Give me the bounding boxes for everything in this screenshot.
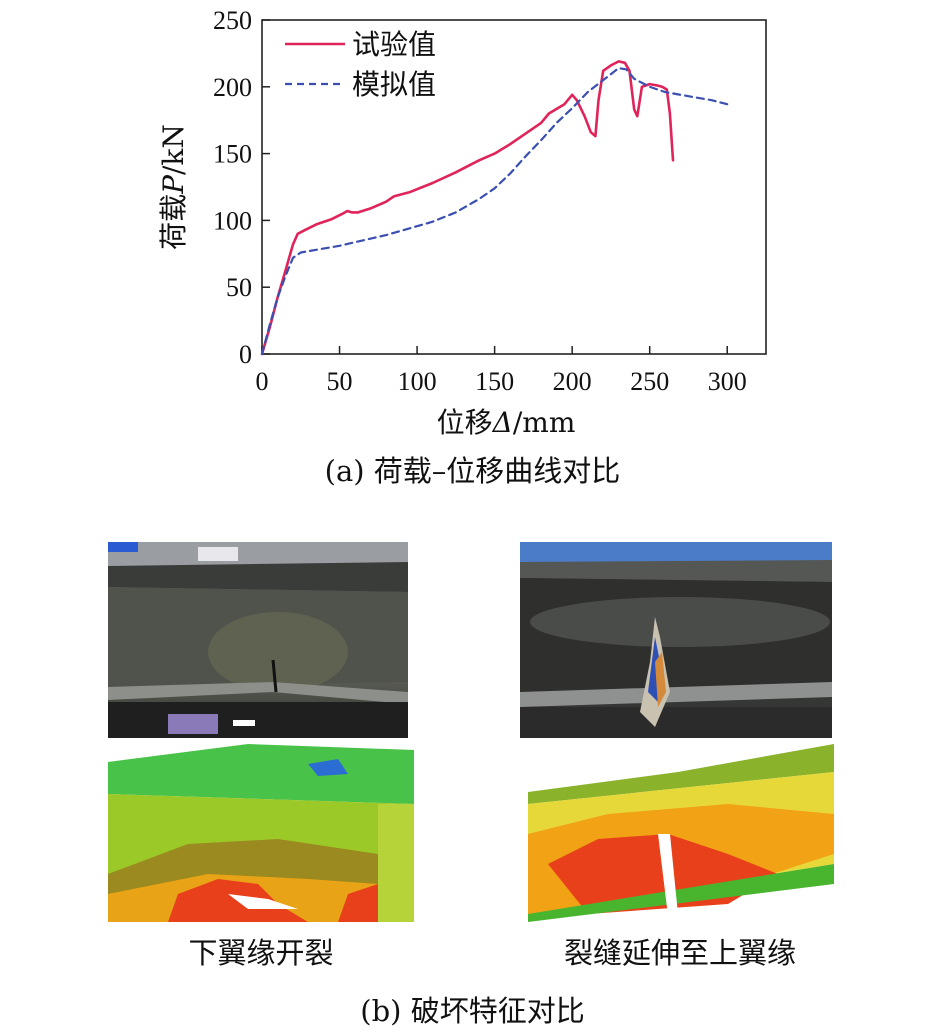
right-photo-caption: 裂缝延伸至上翼缘 bbox=[563, 936, 796, 970]
series-layer bbox=[260, 60, 729, 356]
y-tick-label: 50 bbox=[226, 273, 252, 302]
y-tick-label: 100 bbox=[213, 206, 252, 235]
right-fe-contour bbox=[528, 744, 834, 922]
x-tick-label: 50 bbox=[327, 367, 353, 396]
y-tick-label: 200 bbox=[213, 73, 252, 102]
y-tick-label: 250 bbox=[213, 6, 252, 35]
y-tick-label: 0 bbox=[239, 340, 252, 369]
left-photo-caption: 下翼缘开裂 bbox=[188, 936, 334, 970]
series-line-test bbox=[260, 60, 675, 356]
axis-tick-labels: 0 50 100 150 200 250 300 0 50 100 150 200 250 bbox=[213, 6, 747, 396]
y-tick-label: 150 bbox=[213, 140, 252, 169]
bottom-caption: (b) 破坏特征对比 bbox=[360, 994, 585, 1028]
y-axis-title: 荷载P/kN bbox=[157, 124, 190, 250]
x-axis-title-unit: /mm bbox=[513, 406, 576, 439]
x-tick-label: 300 bbox=[708, 367, 747, 396]
x-tick-label: 200 bbox=[553, 367, 592, 396]
legend: 试验值 模拟值 bbox=[285, 28, 436, 101]
x-tick-label: 250 bbox=[630, 367, 669, 396]
series-line-sim bbox=[260, 67, 729, 356]
y-axis-title-unit: /kN bbox=[157, 124, 190, 175]
plot-frame bbox=[261, 19, 767, 355]
legend-label-sim: 模拟值 bbox=[352, 68, 436, 101]
left-fe-contour bbox=[108, 744, 414, 922]
x-axis-title-prefix: 位移 bbox=[437, 406, 493, 439]
axis-ticks bbox=[261, 19, 728, 355]
right-test-photo bbox=[520, 542, 832, 738]
y-axis-title-prefix: 荷载 bbox=[157, 194, 190, 250]
x-axis-title: 位移Δ/mm bbox=[437, 406, 576, 439]
load-displacement-chart: 0 50 100 150 200 250 300 0 50 100 150 200 250 试验值 模拟… bbox=[157, 6, 767, 439]
legend-label-test: 试验值 bbox=[352, 28, 436, 61]
x-tick-label: 150 bbox=[475, 367, 514, 396]
left-test-photo bbox=[108, 542, 408, 738]
x-tick-label: 100 bbox=[398, 367, 437, 396]
x-tick-label: 0 bbox=[256, 367, 269, 396]
x-axis-title-symbol: Δ bbox=[492, 406, 513, 439]
y-axis-title-symbol: P bbox=[157, 174, 190, 195]
chart-caption: (a) 荷载–位移曲线对比 bbox=[324, 454, 621, 488]
